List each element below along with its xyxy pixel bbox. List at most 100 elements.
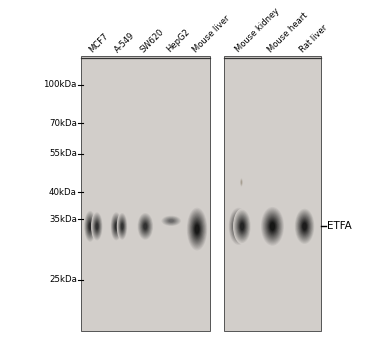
Ellipse shape bbox=[186, 206, 208, 252]
Ellipse shape bbox=[118, 215, 126, 238]
Bar bbox=[81, 56, 210, 331]
Ellipse shape bbox=[111, 214, 122, 239]
Ellipse shape bbox=[302, 221, 307, 231]
Ellipse shape bbox=[298, 216, 310, 237]
Ellipse shape bbox=[93, 217, 101, 236]
Ellipse shape bbox=[110, 211, 122, 242]
Ellipse shape bbox=[269, 221, 276, 232]
Ellipse shape bbox=[188, 209, 207, 249]
Ellipse shape bbox=[85, 213, 95, 239]
Ellipse shape bbox=[119, 218, 125, 235]
Ellipse shape bbox=[91, 211, 103, 242]
Ellipse shape bbox=[187, 208, 207, 251]
Ellipse shape bbox=[268, 220, 276, 233]
Ellipse shape bbox=[140, 216, 151, 237]
Ellipse shape bbox=[264, 213, 280, 240]
Ellipse shape bbox=[268, 219, 277, 234]
Ellipse shape bbox=[168, 219, 174, 222]
Ellipse shape bbox=[163, 216, 180, 225]
Ellipse shape bbox=[235, 219, 242, 234]
Ellipse shape bbox=[96, 223, 98, 230]
Ellipse shape bbox=[262, 209, 283, 243]
Ellipse shape bbox=[112, 216, 121, 237]
Ellipse shape bbox=[236, 215, 248, 238]
Ellipse shape bbox=[262, 208, 283, 245]
Ellipse shape bbox=[240, 221, 245, 232]
Ellipse shape bbox=[240, 177, 243, 187]
Ellipse shape bbox=[265, 214, 280, 239]
Ellipse shape bbox=[233, 216, 244, 237]
Ellipse shape bbox=[88, 222, 92, 231]
Ellipse shape bbox=[115, 223, 118, 230]
Ellipse shape bbox=[294, 208, 315, 245]
Ellipse shape bbox=[166, 218, 176, 224]
Ellipse shape bbox=[141, 218, 150, 235]
Ellipse shape bbox=[234, 211, 250, 241]
Ellipse shape bbox=[236, 221, 241, 231]
Ellipse shape bbox=[114, 220, 119, 233]
Ellipse shape bbox=[266, 215, 279, 238]
Ellipse shape bbox=[260, 206, 285, 247]
Ellipse shape bbox=[87, 219, 93, 233]
Ellipse shape bbox=[121, 222, 124, 231]
Ellipse shape bbox=[234, 210, 250, 243]
Ellipse shape bbox=[114, 221, 118, 232]
Ellipse shape bbox=[236, 214, 249, 239]
Ellipse shape bbox=[239, 220, 246, 233]
Ellipse shape bbox=[139, 215, 152, 238]
Ellipse shape bbox=[120, 221, 124, 232]
Ellipse shape bbox=[93, 216, 101, 237]
Text: SW620: SW620 bbox=[139, 27, 166, 54]
Ellipse shape bbox=[141, 219, 150, 233]
Ellipse shape bbox=[117, 214, 127, 239]
Ellipse shape bbox=[297, 212, 312, 240]
Ellipse shape bbox=[192, 218, 202, 240]
Ellipse shape bbox=[89, 223, 92, 230]
Ellipse shape bbox=[94, 219, 100, 234]
Ellipse shape bbox=[235, 220, 242, 233]
Ellipse shape bbox=[231, 211, 246, 241]
Bar bbox=[224, 56, 321, 331]
Ellipse shape bbox=[295, 209, 314, 244]
Ellipse shape bbox=[142, 221, 148, 232]
Ellipse shape bbox=[231, 212, 246, 240]
Ellipse shape bbox=[143, 222, 148, 231]
Ellipse shape bbox=[261, 207, 284, 246]
Ellipse shape bbox=[84, 211, 96, 242]
Ellipse shape bbox=[300, 218, 309, 235]
Ellipse shape bbox=[300, 219, 309, 234]
Ellipse shape bbox=[95, 222, 99, 231]
Ellipse shape bbox=[142, 220, 149, 232]
Ellipse shape bbox=[189, 211, 206, 247]
Ellipse shape bbox=[241, 181, 242, 184]
Ellipse shape bbox=[111, 215, 121, 238]
Ellipse shape bbox=[270, 222, 275, 231]
Ellipse shape bbox=[85, 212, 96, 240]
Ellipse shape bbox=[121, 223, 123, 230]
Ellipse shape bbox=[92, 214, 102, 239]
Ellipse shape bbox=[87, 218, 93, 235]
Text: 100kDa: 100kDa bbox=[44, 80, 77, 89]
Ellipse shape bbox=[119, 217, 126, 236]
Ellipse shape bbox=[138, 214, 153, 239]
Ellipse shape bbox=[192, 219, 202, 239]
Ellipse shape bbox=[229, 208, 248, 245]
Text: A-549: A-549 bbox=[113, 31, 136, 54]
Ellipse shape bbox=[194, 223, 200, 235]
Ellipse shape bbox=[241, 180, 242, 185]
Ellipse shape bbox=[114, 222, 118, 231]
Ellipse shape bbox=[263, 210, 282, 242]
Ellipse shape bbox=[264, 212, 281, 241]
Ellipse shape bbox=[194, 222, 201, 236]
Ellipse shape bbox=[118, 216, 126, 237]
Ellipse shape bbox=[190, 215, 204, 243]
Ellipse shape bbox=[301, 220, 308, 232]
Ellipse shape bbox=[299, 217, 310, 236]
Ellipse shape bbox=[236, 222, 241, 230]
Text: MCF7: MCF7 bbox=[87, 32, 110, 54]
Ellipse shape bbox=[240, 222, 244, 230]
Ellipse shape bbox=[144, 223, 147, 230]
Ellipse shape bbox=[117, 213, 127, 240]
Ellipse shape bbox=[229, 209, 248, 244]
Ellipse shape bbox=[92, 212, 102, 240]
